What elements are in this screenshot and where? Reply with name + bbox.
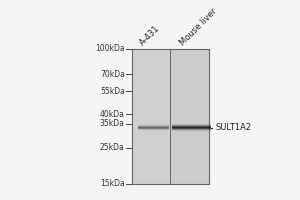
Text: 55kDa: 55kDa	[100, 87, 125, 96]
Bar	[170, 49, 209, 184]
Text: 25kDa: 25kDa	[100, 143, 125, 152]
Text: A-431: A-431	[138, 23, 161, 47]
Text: 35kDa: 35kDa	[100, 119, 125, 128]
Text: 70kDa: 70kDa	[100, 70, 125, 79]
Bar	[132, 49, 170, 184]
Text: 15kDa: 15kDa	[100, 179, 125, 188]
Text: 40kDa: 40kDa	[100, 110, 125, 119]
Text: SULT1A2: SULT1A2	[215, 123, 251, 132]
Text: 100kDa: 100kDa	[95, 44, 125, 53]
Bar	[132, 49, 209, 184]
Text: Mouse liver: Mouse liver	[178, 6, 218, 47]
